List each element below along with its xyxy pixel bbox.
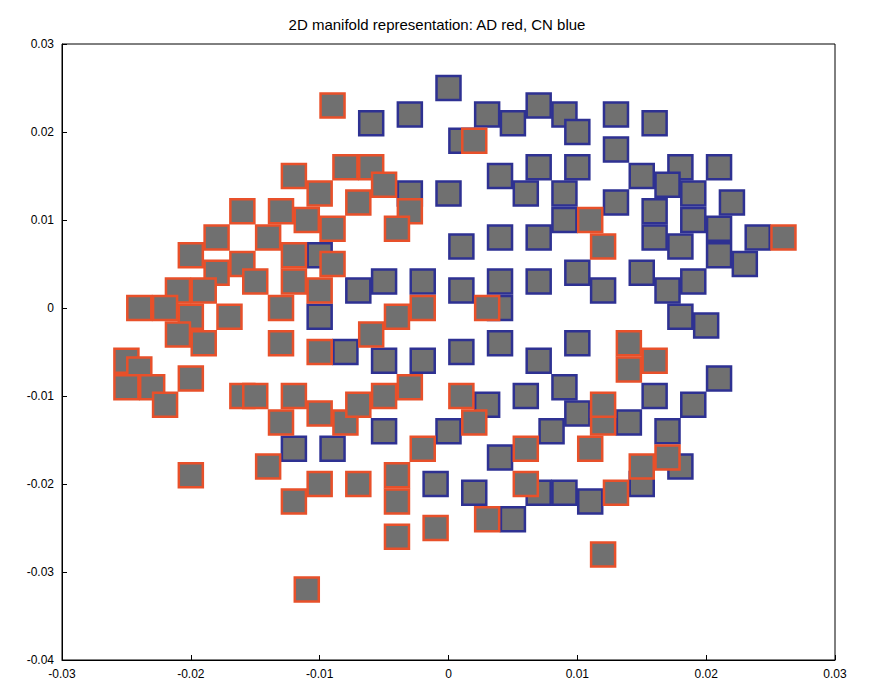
svg-text:-0.03: -0.03 xyxy=(48,667,76,681)
svg-text:2D manifold representation: AD: 2D manifold representation: AD red, CN b… xyxy=(289,16,586,33)
svg-text:0.01: 0.01 xyxy=(566,667,590,681)
svg-text:-0.02: -0.02 xyxy=(177,667,205,681)
svg-text:-0.02: -0.02 xyxy=(27,477,55,491)
svg-text:0.03: 0.03 xyxy=(31,37,55,51)
svg-text:0.01: 0.01 xyxy=(31,213,55,227)
svg-text:-0.04: -0.04 xyxy=(27,653,55,667)
svg-text:0.02: 0.02 xyxy=(31,125,55,139)
svg-text:-0.01: -0.01 xyxy=(27,389,55,403)
svg-text:0.03: 0.03 xyxy=(823,667,847,681)
svg-text:-0.01: -0.01 xyxy=(306,667,334,681)
svg-text:0: 0 xyxy=(445,667,452,681)
svg-text:0: 0 xyxy=(47,301,54,315)
svg-text:0.02: 0.02 xyxy=(694,667,718,681)
svg-text:-0.03: -0.03 xyxy=(27,565,55,579)
